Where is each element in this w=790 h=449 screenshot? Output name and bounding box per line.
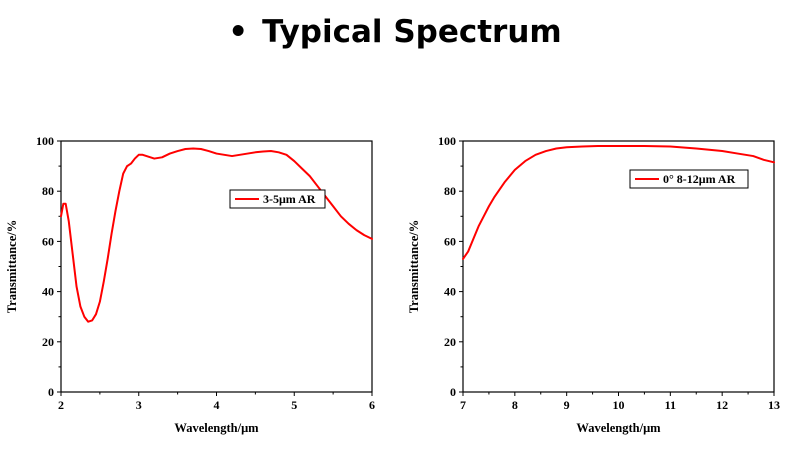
- chart-0-y-tick-label: 20: [42, 335, 54, 349]
- chart-1-x-tick-label: 9: [564, 398, 570, 412]
- chart-0-x-tick-label: 2: [58, 398, 64, 412]
- page-title-text: Typical Spectrum: [262, 14, 562, 50]
- chart-1-legend-box: [629, 169, 749, 189]
- chart-0-y-tick-label: 80: [42, 184, 54, 198]
- chart-1-y-tick-label: 40: [444, 285, 456, 299]
- chart-0-legend-label: 3-5μm AR: [263, 192, 316, 206]
- chart-1-y-tick-label: 0: [450, 385, 456, 399]
- chart-1-y-tick-label: 100: [438, 134, 456, 148]
- chart-1-series-line: [462, 145, 775, 260]
- chart-1-x-tick-label: 8: [512, 398, 518, 412]
- chart-1-x-tick-label: 13: [768, 398, 780, 412]
- chart-0-x-tick-label: 4: [214, 398, 220, 412]
- chart-0-x-tick-label: 6: [369, 398, 375, 412]
- chart-0-y-tick-label: 0: [48, 385, 54, 399]
- chart-1-x-tick-label: 10: [613, 398, 625, 412]
- chart-0-y-tick-label: 100: [36, 134, 54, 148]
- title-bullet: •: [228, 14, 249, 50]
- chart-0-series-line: [60, 147, 373, 323]
- chart-1-y-axis-label: Transmittance/%: [407, 220, 421, 314]
- page-title: • Typical Spectrum: [0, 14, 790, 50]
- chart-0-x-axis-label: Wavelength/μm: [174, 421, 259, 435]
- chart-1-x-tick-label: 11: [665, 398, 676, 412]
- chart-0-y-axis-label: Transmittance/%: [5, 220, 19, 314]
- chart-0-x-tick-label: 3: [136, 398, 142, 412]
- chart-0-x-tick-label: 5: [291, 398, 297, 412]
- chart-1-x-axis-label: Wavelength/μm: [576, 421, 661, 435]
- chart-1-x-tick-label: 12: [716, 398, 728, 412]
- chart-1-y-tick-label: 20: [444, 335, 456, 349]
- chart-1-y-tick-label: 60: [444, 234, 456, 248]
- chart-0-y-tick-label: 40: [42, 285, 54, 299]
- chart-0-legend-box: [229, 189, 326, 209]
- chart-1-x-tick-label: 7: [460, 398, 466, 412]
- chart-0-y-tick-label: 60: [42, 234, 54, 248]
- chart-1-y-tick-label: 80: [444, 184, 456, 198]
- chart-1-legend-label: 0° 8-12μm AR: [663, 172, 736, 186]
